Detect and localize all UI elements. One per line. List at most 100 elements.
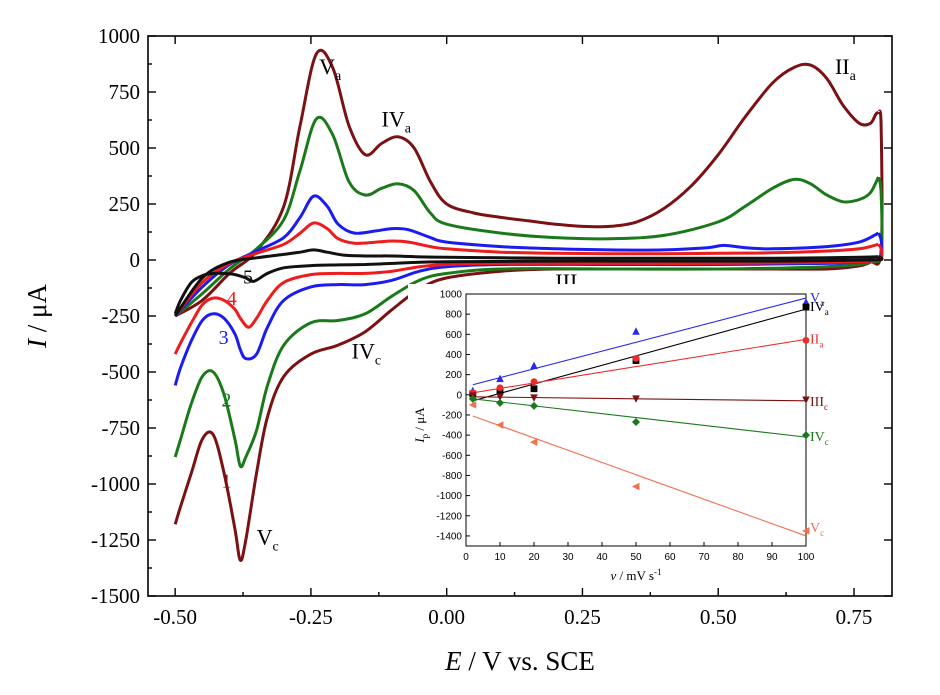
y-tick-label: -500 <box>102 360 141 384</box>
cv-curve-4-anodic <box>174 221 879 317</box>
x-tick-label: 0.00 <box>428 605 465 629</box>
inset-point-Vc <box>468 401 477 409</box>
x-tick-label: -0.25 <box>289 605 333 629</box>
inset-series-label: IIIc <box>810 395 828 412</box>
cv-curve-5-cathodic <box>173 255 884 315</box>
inset-y-tick-label: -1000 <box>436 491 462 502</box>
inset-y-tick-label: 800 <box>445 310 462 321</box>
inset-x-tick-label: 40 <box>596 552 608 563</box>
y-tick-label: -250 <box>102 304 141 328</box>
inset-x-tick-label: 50 <box>630 552 642 563</box>
curve-number-label: 2 <box>221 390 231 412</box>
inset-y-tick-label: -200 <box>442 410 462 421</box>
inset-point-IIa <box>802 336 810 344</box>
inset-x-tick-label: 70 <box>698 552 710 563</box>
cv-curve-1-anodic <box>174 48 880 318</box>
cv-curve-2-anodic <box>174 115 880 318</box>
inset-x-tick-label: 10 <box>494 552 506 563</box>
inset-x-tick-label: 100 <box>798 552 815 563</box>
inset-point-IIIc <box>496 393 504 401</box>
inset-fit-line-IVa <box>472 308 807 402</box>
peak-label: Vc <box>257 524 279 554</box>
x-tick-label: 0.50 <box>700 605 737 629</box>
inset-x-tick-label: 30 <box>562 552 574 563</box>
x-tick-label: 0.75 <box>836 605 873 629</box>
inset-point-IVc <box>468 394 477 403</box>
inset-x-axis-label: v / mV s-1 <box>611 567 662 583</box>
y-tick-label: 500 <box>109 136 141 160</box>
inset-y-tick-label: -1200 <box>436 511 462 522</box>
inset-point-IIa <box>496 384 504 392</box>
inset-point-IIa <box>530 378 538 386</box>
inset-series-label: IVa <box>810 300 829 317</box>
inset-series-label: Vc <box>810 521 824 538</box>
inset-y-tick-label: -400 <box>442 431 462 442</box>
inset-y-tick-label: -1400 <box>436 531 462 542</box>
inset-point-IIIc <box>530 394 538 402</box>
inset-fit-line-Vc <box>472 415 807 537</box>
inset-fit-line-IVc <box>472 398 807 438</box>
inset-point-IIa <box>632 355 640 362</box>
x-tick-label: -0.50 <box>153 605 197 629</box>
curve-number-label: 3 <box>219 327 229 349</box>
inset-fit-line-IIa <box>472 338 807 394</box>
peak-label: Va <box>319 54 342 84</box>
inset-x-tick-label: 20 <box>528 552 540 563</box>
x-axis-label: E / V vs. SCE <box>444 646 595 676</box>
curve-number-label: 1 <box>221 470 231 492</box>
curve-number-label: 4 <box>227 288 237 310</box>
inset-series-label: IVc <box>810 430 829 447</box>
inset-y-tick-label: 400 <box>445 350 462 361</box>
inset-series-label: Va <box>810 291 824 308</box>
main-plot: -1500-1250-1000-750-500-2500250500750100… <box>22 24 893 676</box>
y-tick-label: -1000 <box>91 472 140 496</box>
inset-fit-line-Va <box>472 297 807 386</box>
inset-point-Va <box>802 298 810 306</box>
inset-fit-line-IIIc <box>472 396 807 402</box>
inset-series-label: IIa <box>810 332 823 349</box>
y-tick-label: 0 <box>130 248 141 272</box>
inset-plot: -1400 -1200 -1000 -800 -600 -400 -200 0 200 400 60… <box>408 284 866 586</box>
cv-curve-2-cathodic <box>173 176 884 469</box>
inset-y-tick-label: -800 <box>442 471 462 482</box>
cv-curve-1-cathodic <box>173 109 884 562</box>
peak-label: IIa <box>835 54 857 84</box>
inset-point-Vc <box>632 482 640 491</box>
y-tick-label: -750 <box>102 416 141 440</box>
inset-point-IVc <box>496 398 504 407</box>
cv-curve-5-anodic <box>173 248 879 317</box>
y-axis-label: I / μA <box>22 284 52 349</box>
inset-point-Va <box>530 361 538 369</box>
inset-x-tick-label: 90 <box>766 552 778 563</box>
cv-curve-3-anodic <box>174 194 880 318</box>
peak-label: IVa <box>382 107 412 137</box>
inset-point-IVc <box>632 418 640 427</box>
y-tick-label: 1000 <box>98 24 140 48</box>
inset-x-tick-label: 80 <box>732 552 744 563</box>
y-tick-label: 750 <box>109 80 141 104</box>
inset-point-Va <box>496 374 504 383</box>
inset-point-IVa <box>530 385 538 393</box>
inset-point-Vc <box>530 438 538 446</box>
inset-y-tick-label: 1000 <box>440 290 463 301</box>
inset-x-tick-label: 60 <box>664 552 676 563</box>
inset-y-tick-label: 200 <box>445 370 462 381</box>
inset-point-IVc <box>530 401 538 410</box>
inset-y-axis-label: Ip / μA <box>412 407 430 444</box>
inset-y-tick-label: -600 <box>442 451 462 462</box>
y-tick-label: 250 <box>109 192 141 216</box>
inset-point-Vc <box>496 421 504 429</box>
inset-point-IVc <box>802 431 810 440</box>
x-tick-label: 0.25 <box>564 605 601 629</box>
inset-point-IIIc <box>802 396 810 404</box>
inset-y-tick-label: 0 <box>456 390 462 401</box>
inset-point-Va <box>632 327 640 335</box>
inset-point-IVa <box>802 303 810 311</box>
peak-label: IVc <box>352 339 381 369</box>
y-tick-label: -1500 <box>91 584 140 608</box>
inset-point-Vc <box>802 527 810 535</box>
y-tick-label: -1250 <box>91 528 140 552</box>
inset-point-IIIc <box>632 395 640 403</box>
cv-curve-4-cathodic <box>173 243 884 355</box>
